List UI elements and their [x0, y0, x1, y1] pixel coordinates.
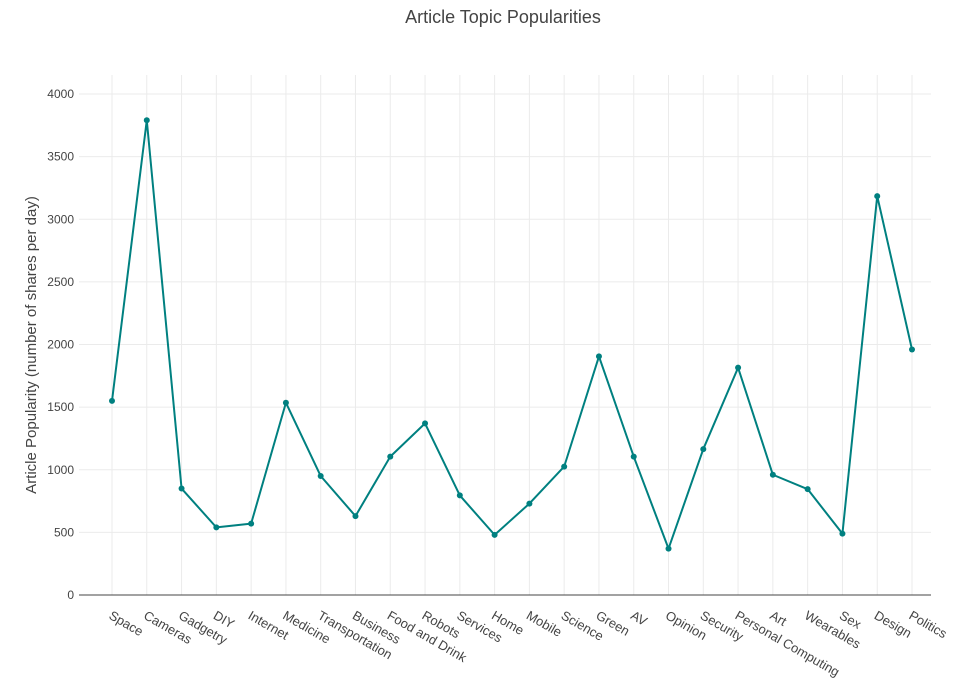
chart-title: Article Topic Popularities [405, 7, 601, 27]
data-point [735, 364, 742, 371]
y-tick-label: 0 [67, 588, 74, 602]
data-point [491, 531, 498, 538]
data-point [317, 473, 324, 480]
data-point [109, 397, 115, 404]
x-tick-label: AV [628, 608, 650, 629]
data-point [839, 530, 846, 537]
data-point [282, 399, 289, 406]
gridlines [79, 75, 931, 595]
data-point [804, 486, 811, 493]
y-axis-ticks: 0 500 1000 1500 2000 2500 3000 3500 4000 [47, 87, 74, 602]
data-point [630, 453, 637, 460]
x-tick-label: Design [872, 608, 915, 641]
x-tick-label: Space [107, 608, 146, 639]
y-tick-label: 1000 [47, 463, 74, 477]
data-point [248, 520, 255, 527]
y-tick-label: 3000 [47, 212, 74, 226]
data-point [422, 420, 429, 427]
data-point [874, 193, 881, 200]
data-point [769, 471, 776, 478]
y-tick-label: 500 [54, 525, 74, 539]
data-point [352, 513, 359, 520]
data-point [700, 446, 707, 453]
y-tick-label: 2500 [47, 275, 74, 289]
x-tick-label: Politics [907, 608, 951, 642]
data-point [387, 453, 394, 460]
data-point [526, 500, 533, 507]
data-point [143, 117, 150, 124]
data-point [561, 463, 568, 470]
y-tick-label: 3500 [47, 150, 74, 164]
x-tick-label: Mobile [524, 608, 565, 640]
y-tick-label: 4000 [47, 87, 74, 101]
y-axis-title: Article Popularity (number of shares per… [23, 196, 40, 494]
series-line [111, 119, 913, 550]
data-point [178, 485, 185, 492]
x-tick-label: Art [767, 608, 789, 629]
data-point [665, 545, 672, 552]
y-tick-label: 1500 [47, 400, 74, 414]
data-point [456, 492, 463, 499]
data-point [909, 346, 915, 353]
data-point [595, 353, 602, 360]
data-series [109, 117, 915, 552]
data-point [213, 524, 220, 531]
y-tick-label: 2000 [47, 338, 74, 352]
